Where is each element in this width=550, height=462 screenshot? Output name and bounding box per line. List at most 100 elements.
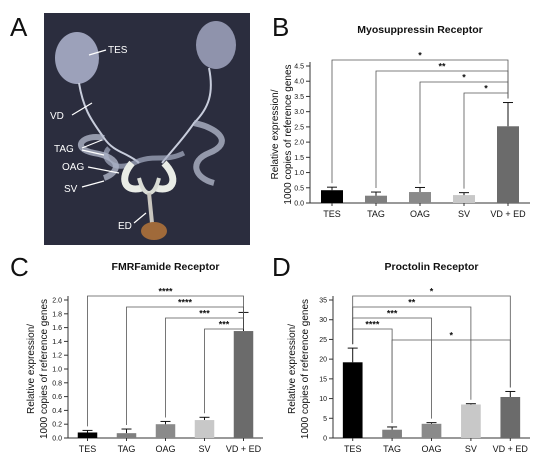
chart-c-bar (116, 433, 137, 438)
chart-b-y-tick-label: 1.0 (294, 170, 304, 177)
panel-letter-d: D (272, 252, 291, 282)
chart-d-ylabel-line: Relative expression/ (287, 324, 298, 414)
chart-d-y-tick-label: 10 (319, 396, 327, 403)
reproductive-tract-photo: TES VD TAG OAG SV ED (44, 13, 250, 245)
chart-d-y-tick-label: 35 (319, 298, 327, 305)
chart-b-bar (365, 195, 387, 203)
chart-d-bar (421, 423, 442, 438)
chart-c-sig-label: *** (219, 320, 230, 330)
photo-label-sv: SV (64, 184, 78, 195)
chart-c-x-tick-label: VD + ED (226, 444, 262, 454)
chart-d-sig-label: * (430, 287, 434, 297)
chart-c-y-tick-label: 1.4 (52, 339, 62, 346)
chart-b-sig-bracket (463, 92, 509, 189)
panel-letter-b: B (272, 12, 290, 42)
chart-b-y-tick-label: 0.5 (294, 185, 304, 192)
chart-d-sig-label: **** (365, 320, 380, 330)
chart-d-bar (461, 404, 481, 438)
chart-d-bar (382, 429, 402, 438)
photo-label-tes: TES (108, 45, 128, 56)
photo-label-vd: VD (50, 111, 64, 122)
chart-d-y-tick-label: 0 (323, 436, 327, 443)
chart-d-ylabel-line: 1000 copies of reference genes (300, 299, 311, 439)
photo-label-oag: OAG (62, 162, 84, 173)
chart-d-bar (500, 396, 521, 438)
chart-c-ylabel-line: Relative expression/ (26, 324, 37, 414)
chart-c-x-tick-label: SV (198, 444, 210, 454)
chart-c-bar (194, 420, 215, 438)
chart-c-sig-bracket (87, 295, 244, 427)
panel-letter-c: C (10, 252, 29, 282)
chart-c-y-tick-label: 1.6 (52, 325, 62, 332)
chart-d-y-tick-label: 30 (319, 317, 327, 324)
chart-c-bar (233, 331, 254, 438)
chart-b-bar (409, 192, 431, 203)
chart-c-y-tick-label: 1.8 (52, 311, 62, 318)
chart-c-y-tick-label: 0.0 (52, 436, 62, 443)
chart-d-x-tick-label: OAG (421, 444, 441, 454)
chart-b-ylabel-line: 1000 copies of reference genes (283, 64, 294, 204)
chart-d-bar (342, 362, 363, 438)
chart-b-y-tick-label: 3.0 (294, 109, 304, 116)
chart-d-y-tick-label: 5 (323, 416, 327, 423)
chart-d-y-tick-label: 25 (319, 337, 327, 344)
chart-b-sig-label: * (462, 73, 466, 83)
chart-d-x-tick-label: TAG (383, 444, 401, 454)
chart-c-y-tick-label: 0.4 (52, 408, 62, 415)
chart-c-x-tick-label: TES (79, 444, 97, 454)
chart-d-x-tick-label: TES (344, 444, 362, 454)
chart-b-x-tick-label: SV (458, 209, 470, 219)
chart-c-ylabel-line: 1000 copies of reference genes (39, 299, 50, 439)
chart-b-sig-label: * (418, 51, 422, 61)
chart-b-bar (321, 190, 343, 203)
chart-b-sig-label: * (484, 84, 488, 94)
chart-b-y-tick-label: 4.0 (294, 79, 304, 86)
chart-b-x-tick-label: OAG (410, 209, 430, 219)
chart-c-sig-label: **** (158, 287, 173, 297)
chart-b-y-tick-label: 2.0 (294, 140, 304, 147)
chart-b-ylabel-line: Relative expression/ (270, 89, 281, 179)
chart-b-sig-bracket (375, 70, 509, 189)
chart-d-sig-label: *** (387, 309, 398, 319)
chart-c-y-tick-label: 1.2 (52, 353, 62, 360)
chart-c-y-tick-label: 2.0 (52, 298, 62, 305)
chart-b-sig-label: ** (438, 62, 446, 72)
chart-d-x-tick-label: SV (465, 444, 477, 454)
chart-b-bar (453, 195, 475, 203)
chart-b-x-tick-label: TAG (367, 209, 385, 219)
chart-d-y-tick-label: 20 (319, 357, 327, 364)
chart-d-y-tick-label: 15 (319, 376, 327, 383)
chart-d-sig-bracket (391, 339, 511, 423)
chart-d-title: Proctolin Receptor (385, 261, 479, 273)
photo-label-tag: TAG (54, 144, 74, 155)
chart-b-y-tick-label: 1.5 (294, 155, 304, 162)
chart-c-title: FMRFamide Receptor (112, 261, 220, 273)
chart-b-sig-bracket (419, 81, 509, 184)
chart-c-x-tick-label: OAG (155, 444, 175, 454)
chart-c-y-tick-label: 0.6 (52, 394, 62, 401)
chart-d-sig-label: ** (408, 298, 416, 308)
chart-c-bar (155, 424, 176, 438)
chart-c-sig-bracket (126, 306, 244, 426)
chart-c-y-tick-label: 0.2 (52, 422, 62, 429)
chart-d-sig-label: * (449, 331, 453, 341)
chart-b-title: Myosuppressin Receptor (357, 24, 482, 36)
chart-c-y-tick-label: 0.8 (52, 380, 62, 387)
chart-b-y-tick-label: 4.5 (294, 64, 304, 71)
chart-b-y-tick-label: 2.5 (294, 124, 304, 131)
chart-c-bar (77, 432, 98, 438)
panel-letter-a: A (10, 12, 28, 42)
chart-d-x-tick-label: VD + ED (493, 444, 529, 454)
chart-b-x-tick-label: VD + ED (490, 209, 526, 219)
chart-c-sig-label: **** (178, 298, 193, 308)
chart-b-bar (497, 126, 519, 203)
chart-c-sig-label: *** (199, 309, 210, 319)
photo-label-ed: ED (118, 221, 132, 232)
chart-c-x-tick-label: TAG (118, 444, 136, 454)
chart-b-y-tick-label: 3.5 (294, 94, 304, 101)
chart-c-y-tick-label: 1.0 (52, 367, 62, 374)
chart-b-x-tick-label: TES (323, 209, 341, 219)
chart-c-sig-bracket (204, 308, 244, 414)
chart-b-y-tick-label: 0.0 (294, 201, 304, 208)
